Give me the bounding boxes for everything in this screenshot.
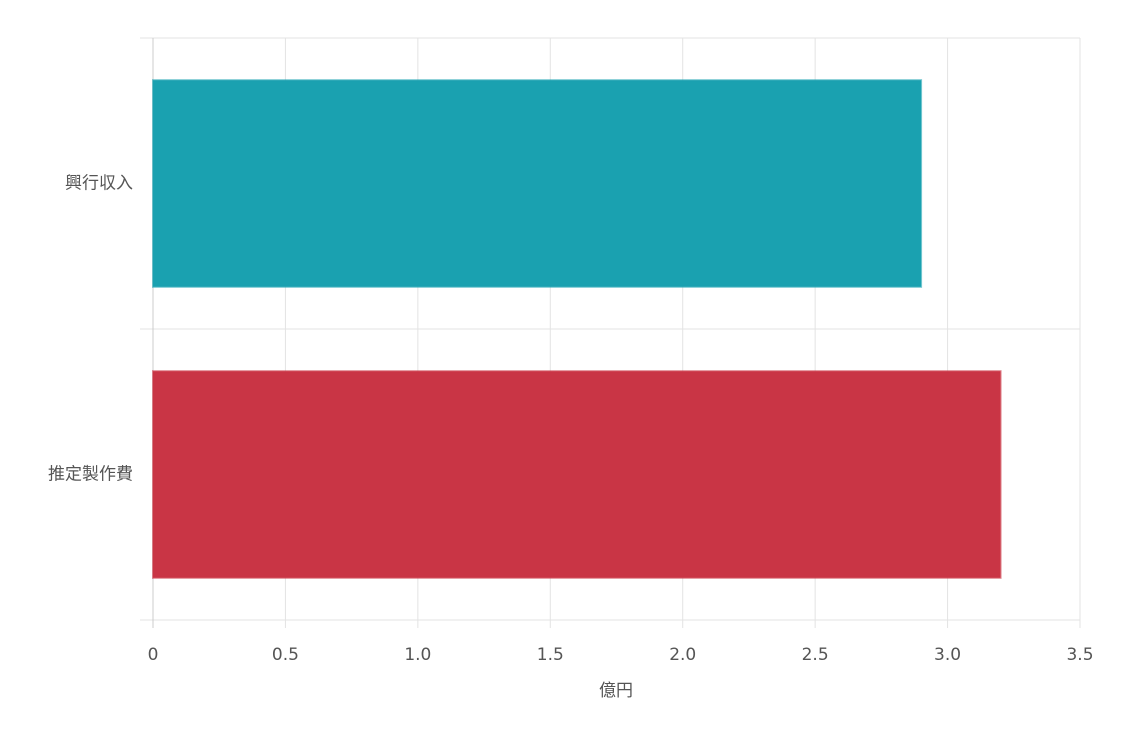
x-tick-label: 2.5	[802, 645, 829, 665]
y-tick-label: 推定製作費	[48, 465, 133, 485]
x-tick-label: 0	[148, 645, 159, 665]
bar	[152, 79, 923, 288]
x-axis-title: 億円	[599, 681, 633, 701]
x-tick-label: 1.5	[537, 645, 564, 665]
x-tick-label: 2.0	[669, 645, 696, 665]
x-tick-label: 0.5	[272, 645, 299, 665]
bar	[152, 370, 1002, 579]
y-tick-label: 興行収入	[65, 174, 133, 194]
x-tick-label: 3.5	[1066, 645, 1093, 665]
x-tick-label: 1.0	[404, 645, 431, 665]
x-tick-label: 3.0	[934, 645, 961, 665]
